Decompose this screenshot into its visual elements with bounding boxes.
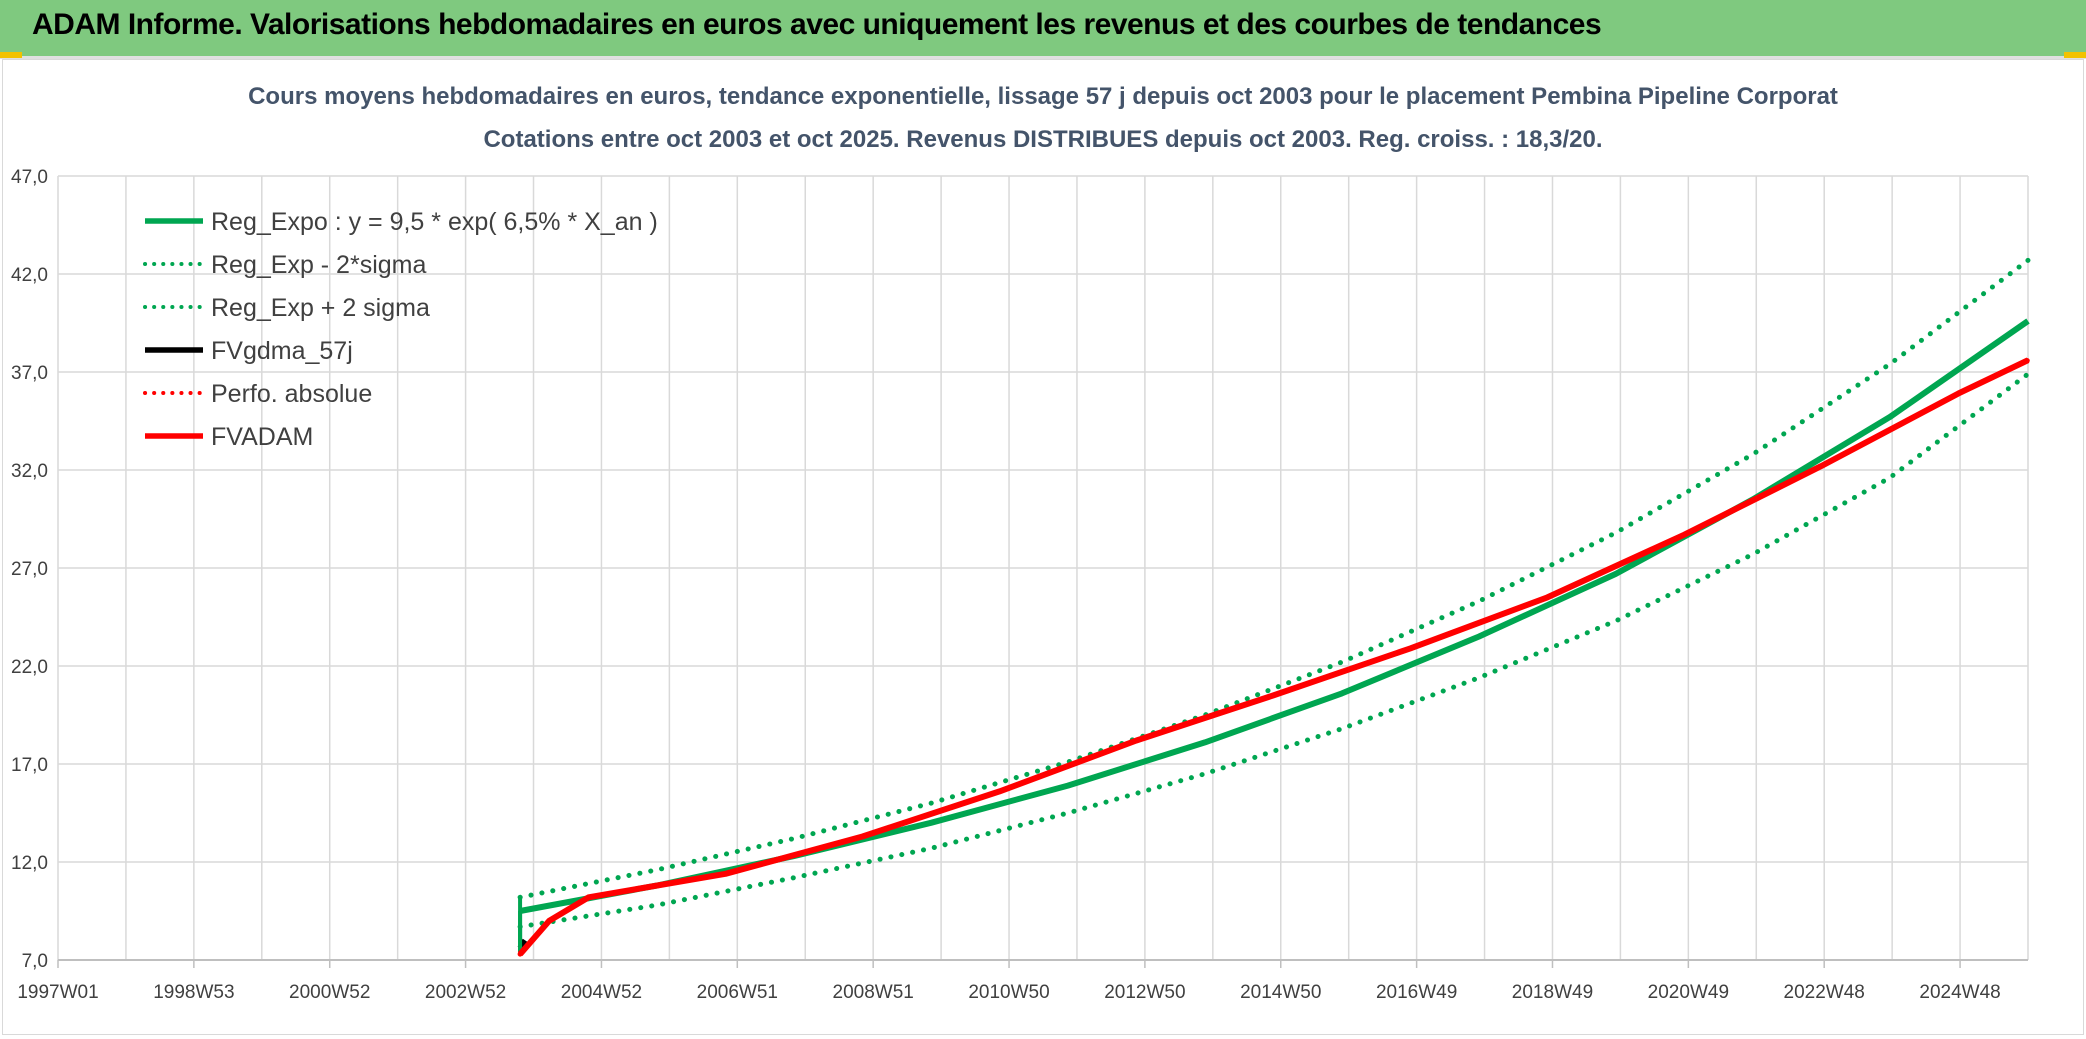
x-tick-label: 2014W50 <box>1240 982 1321 1003</box>
y-tick-label: 12,0 <box>11 853 48 874</box>
corner-accent-right <box>2064 52 2086 58</box>
legend-label: Reg_Expo : y = 9,5 * exp( 6,5% * X_an ) <box>211 208 658 236</box>
y-tick-label: 22,0 <box>11 657 48 678</box>
y-tick-label: 7,0 <box>22 951 48 972</box>
report-title: ADAM Informe. Valorisations hebdomadaire… <box>32 8 1602 41</box>
y-tick-label: 42,0 <box>11 265 48 286</box>
x-tick-label: 2006W51 <box>697 982 778 1003</box>
x-tick-label: 2012W50 <box>1104 982 1185 1003</box>
x-tick-label: 2010W50 <box>968 982 1049 1003</box>
x-tick-label: 2004W52 <box>561 982 642 1003</box>
y-tick-label: 37,0 <box>11 363 48 384</box>
series-line-0 <box>519 318 2030 914</box>
legend-label: Perfo. absolue <box>211 380 372 408</box>
x-tick-label: 2024W48 <box>1919 982 2000 1003</box>
series-line-2 <box>517 257 2031 900</box>
x-tick-label: 1997W01 <box>17 982 98 1003</box>
chart-subtitle: Cotations entre oct 2003 et oct 2025. Re… <box>483 126 1602 153</box>
x-tick-label: 2002W52 <box>425 982 506 1003</box>
series-line-1 <box>517 371 2031 930</box>
x-tick-label: 2018W49 <box>1512 982 1593 1003</box>
y-tick-label: 32,0 <box>11 461 48 482</box>
y-tick-label: 27,0 <box>11 559 48 580</box>
y-axis-labels: 7,0 12,0 17,0 22,0 27,0 32,0 37,0 42,0 47,0 <box>11 167 48 972</box>
y-tick-label: 47,0 <box>11 167 48 188</box>
report-banner: ADAM Informe. Valorisations hebdomadaire… <box>0 0 2086 59</box>
series-lines <box>517 257 2031 957</box>
legend-label: Reg_Exp + 2 sigma <box>211 294 430 322</box>
x-tick-label: 1998W53 <box>153 982 234 1003</box>
corner-accent-left <box>0 52 22 58</box>
x-axis-labels: 1997W01 1998W53 2000W52 2002W52 2004W52 2006W… <box>17 982 2000 1003</box>
y-tick-label: 17,0 <box>11 755 48 776</box>
series-line-5 <box>517 357 2030 957</box>
x-tick-label: 2008W51 <box>833 982 914 1003</box>
x-tick-label: 2000W52 <box>289 982 370 1003</box>
chart-title: Cours moyens hebdomadaires en euros, ten… <box>248 83 1838 110</box>
x-tick-label: 2016W49 <box>1376 982 1457 1003</box>
chart-legend: Reg_Expo : y = 9,5 * exp( 6,5% * X_an ) R… <box>143 208 658 451</box>
x-tick-label: 2022W48 <box>1784 982 1865 1003</box>
legend-label: FVADAM <box>211 423 313 451</box>
line-chart: Cours moyens hebdomadaires en euros, ten… <box>11 83 2031 1003</box>
chart-grid <box>57 175 2029 968</box>
x-tick-label: 2020W49 <box>1648 982 1729 1003</box>
chart-area: Cours moyens hebdomadaires en euros, ten… <box>2 59 2084 1035</box>
legend-label: FVgdma_57j <box>211 337 353 365</box>
legend-label: Reg_Exp - 2*sigma <box>211 251 426 279</box>
